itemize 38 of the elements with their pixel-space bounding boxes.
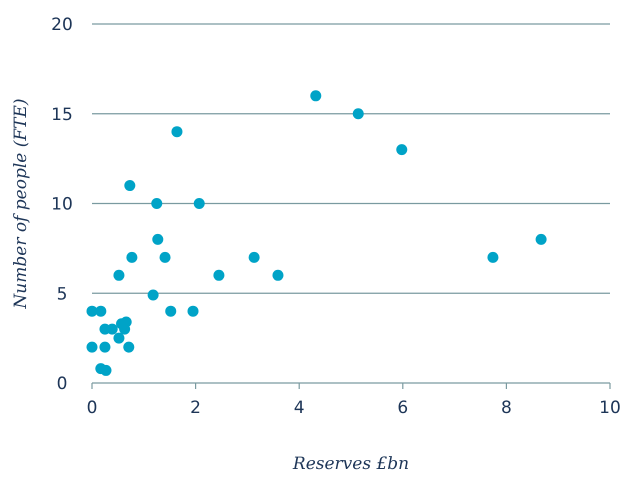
point (148, 290, 159, 301)
point (152, 234, 164, 245)
point (124, 180, 136, 192)
point (113, 332, 124, 344)
x-axis-title: Reserves £bn (292, 454, 410, 474)
point (126, 252, 138, 263)
point (188, 306, 199, 317)
point (272, 270, 284, 281)
point (113, 270, 124, 281)
point (536, 234, 547, 245)
point (487, 252, 498, 263)
point (151, 198, 162, 209)
y-tick-label: 15 (51, 104, 73, 125)
point (352, 108, 364, 120)
x-tick-label: 2 (190, 398, 202, 418)
y-tick-label: 0 (56, 374, 68, 394)
y-tick-label: 10 (51, 194, 73, 214)
point (213, 270, 224, 281)
point (99, 342, 110, 353)
point (95, 306, 106, 317)
x-tick-label: 4 (294, 398, 305, 418)
point (310, 90, 322, 102)
point (86, 342, 98, 353)
point (165, 306, 176, 317)
y-tick-label: 5 (56, 284, 68, 304)
x-tick-label: 6 (397, 398, 408, 418)
x-tick-label: 0 (86, 398, 98, 418)
point (160, 252, 171, 263)
y-axis-title: Number of people (FTE) (11, 98, 31, 310)
point (100, 364, 112, 376)
point (171, 126, 182, 138)
point (248, 252, 260, 263)
point (123, 342, 134, 353)
point (194, 198, 205, 209)
x-tick-label: 10 (599, 398, 621, 418)
x-tick-label: 8 (500, 398, 512, 418)
y-tick-label: 20 (51, 15, 73, 35)
point (396, 144, 408, 156)
